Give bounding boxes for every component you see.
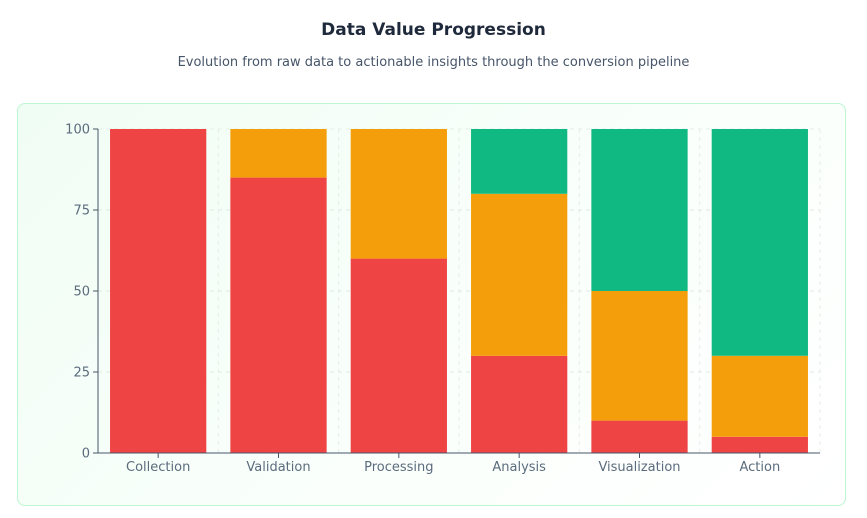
bar-segment-analysis-3 bbox=[471, 129, 568, 194]
y-tick-label: 100 bbox=[65, 123, 90, 138]
chart-title: Data Value Progression bbox=[321, 20, 546, 40]
x-tick-label: Action bbox=[739, 460, 780, 475]
x-tick-label: Visualization bbox=[598, 460, 680, 475]
bar-segment-collection-1 bbox=[110, 129, 207, 453]
y-tick-label: 75 bbox=[73, 204, 90, 219]
bar-segment-processing-2 bbox=[350, 129, 447, 259]
y-tick-label: 50 bbox=[73, 285, 90, 300]
bar-segment-visualization-3 bbox=[591, 129, 688, 291]
bar-segment-validation-1 bbox=[230, 177, 327, 453]
chart-subtitle: Evolution from raw data to actionable in… bbox=[177, 55, 690, 70]
x-tick-label: Processing bbox=[364, 460, 433, 475]
y-tick-label: 0 bbox=[82, 447, 90, 462]
bar-segment-action-1 bbox=[711, 436, 808, 453]
x-tick-label: Collection bbox=[126, 460, 190, 475]
x-tick-label: Analysis bbox=[492, 460, 546, 475]
y-tick-label: 25 bbox=[73, 366, 90, 381]
bar-segment-processing-1 bbox=[350, 258, 447, 453]
bar-segment-action-3 bbox=[711, 129, 808, 356]
x-tick-label: Validation bbox=[246, 460, 310, 475]
bar-segment-action-2 bbox=[711, 355, 808, 437]
bar-segment-visualization-1 bbox=[591, 420, 688, 453]
bar-segment-analysis-2 bbox=[471, 193, 568, 356]
bar-segment-validation-2 bbox=[230, 129, 327, 178]
bar-segment-analysis-1 bbox=[471, 355, 568, 453]
bar-segment-visualization-2 bbox=[591, 291, 688, 421]
